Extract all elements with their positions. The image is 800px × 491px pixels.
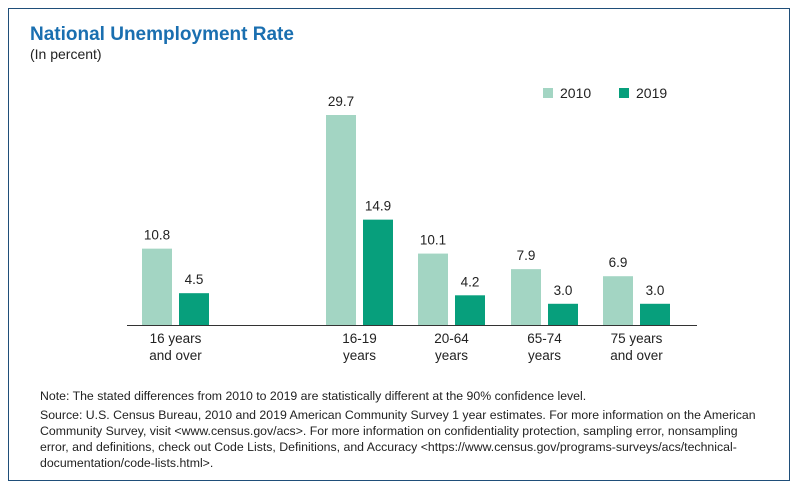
bar-2019-2 bbox=[455, 295, 485, 325]
data-label-2019-0: 4.5 bbox=[185, 272, 204, 287]
data-label-2010-3: 7.9 bbox=[517, 248, 536, 263]
bar-2010-2 bbox=[418, 253, 448, 325]
category-label-0: 16 years bbox=[150, 331, 202, 346]
bar-2019-4 bbox=[640, 303, 670, 325]
bar-2010-3 bbox=[511, 269, 541, 325]
category-label-2: 20-64 bbox=[434, 331, 469, 346]
data-label-2019-4: 3.0 bbox=[646, 283, 665, 298]
data-label-2010-1: 29.7 bbox=[328, 94, 354, 109]
bar-2010-4 bbox=[603, 276, 633, 325]
note-text: Note: The stated differences from 2010 t… bbox=[40, 389, 587, 403]
bar-2019-3 bbox=[548, 303, 578, 325]
category-label-2: years bbox=[435, 348, 468, 363]
bar-chart: 10.8 4.5 16 years and over 29.7 14.9 16-19 year… bbox=[127, 85, 697, 363]
bar-2010-0 bbox=[142, 248, 172, 325]
legend-label-2019: 2019 bbox=[636, 85, 667, 101]
category-label-4: and over bbox=[610, 348, 663, 363]
data-label-2019-2: 4.2 bbox=[461, 274, 480, 289]
chart-notes: Note: The stated differences from 2010 t… bbox=[40, 388, 760, 474]
chart-subtitle: (In percent) bbox=[30, 46, 102, 62]
data-label-2010-2: 10.1 bbox=[420, 233, 446, 248]
category-label-4: 75 years bbox=[611, 331, 663, 346]
category-label-3: 65-74 bbox=[527, 331, 562, 346]
category-label-1: 16-19 bbox=[342, 331, 377, 346]
chart-title: National Unemployment Rate bbox=[30, 24, 294, 45]
data-label-2019-1: 14.9 bbox=[365, 199, 391, 214]
bar-2019-1 bbox=[363, 219, 393, 325]
bar-2019-0 bbox=[179, 293, 209, 325]
source-text: Source: U.S. Census Bureau, 2010 and 201… bbox=[40, 408, 756, 470]
data-label-2010-4: 6.9 bbox=[609, 255, 628, 270]
category-label-3: years bbox=[528, 348, 561, 363]
legend-swatch-2010 bbox=[543, 88, 553, 98]
data-label-2010-0: 10.8 bbox=[144, 228, 170, 243]
chart-frame bbox=[8, 8, 790, 481]
data-label-2019-3: 3.0 bbox=[554, 283, 573, 298]
category-label-0: and over bbox=[149, 348, 202, 363]
legend-swatch-2019 bbox=[619, 88, 629, 98]
category-label-1: years bbox=[343, 348, 376, 363]
bar-2010-1 bbox=[326, 115, 356, 325]
legend-label-2010: 2010 bbox=[560, 85, 591, 101]
